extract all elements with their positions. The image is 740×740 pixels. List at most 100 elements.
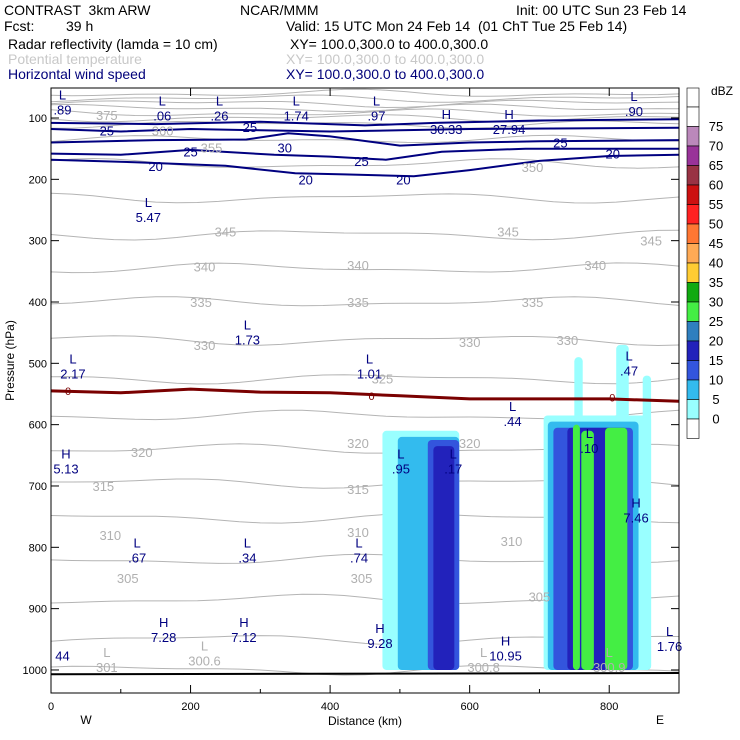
extremum-letter: L <box>244 535 251 550</box>
x-axis-label: Distance (km) <box>328 714 402 728</box>
extremum-value: .47 <box>620 363 638 378</box>
forecast-hour: 39 h <box>66 18 94 34</box>
wind-label: 25 <box>354 154 368 169</box>
y-tick-label: 800 <box>29 542 47 554</box>
surface-letter: L <box>103 645 110 660</box>
colorbar-label: 15 <box>709 353 723 368</box>
colorbar-label: 75 <box>709 119 723 134</box>
colorbar-swatch <box>686 321 700 342</box>
field-wind-xy: XY= 100.0,300.0 to 400.0,300.0 <box>286 66 485 82</box>
wind-label: 25 <box>243 120 257 135</box>
wind-label: 20 <box>298 172 312 187</box>
colorbar-swatch <box>686 282 700 303</box>
y-tick-label: 400 <box>29 297 47 309</box>
extremum-letter: L <box>666 624 673 639</box>
y-tick-label: 900 <box>29 604 47 616</box>
extremum-letter: H <box>631 495 640 510</box>
theta-line <box>51 192 679 204</box>
extremum-value: 1.73 <box>235 333 260 348</box>
extremum-value: 1.76 <box>657 639 682 654</box>
freezing-level: 0 0 0 <box>51 386 679 405</box>
extremum-value: .44 <box>504 414 522 429</box>
extremum-letter: L <box>397 446 404 461</box>
x-tick-label: 0 <box>48 701 54 713</box>
plot-frame <box>50 87 680 694</box>
extremum-letter: L <box>134 535 141 550</box>
extremum-letter: L <box>145 195 152 210</box>
cell-east-30-c <box>572 424 580 670</box>
extremum-letter: L <box>216 94 223 109</box>
colorbar-swatch <box>686 399 700 420</box>
theta-line <box>51 99 679 109</box>
freezing-label: 0 <box>368 391 374 403</box>
theta-line <box>51 229 679 241</box>
extremum-value: .06 <box>153 109 171 124</box>
freezing-line <box>51 387 679 403</box>
cell-east-top-b <box>616 344 629 425</box>
extremum-value: 1.01 <box>357 366 382 381</box>
colorbar-label: 5 <box>712 392 719 407</box>
theta-label: 310 <box>347 525 369 540</box>
wind-line <box>51 118 679 127</box>
theta-label: 360 <box>152 123 174 138</box>
field-theta-xy: XY= 100.0,300.0 to 400.0,300.0 <box>286 51 485 67</box>
extremum-letter: L <box>366 351 373 366</box>
colorbar-swatch <box>686 418 700 439</box>
extremum-letter: L <box>630 89 637 104</box>
extremum-letter: H <box>239 615 248 630</box>
extremum-value: 44 <box>55 648 69 663</box>
valid-time: Valid: 15 UTC Mon 24 Feb 14 (01 ChT Tue … <box>286 18 628 34</box>
surface-value: 300.9 <box>593 660 626 675</box>
wind-line <box>51 147 679 161</box>
extremum-letter: H <box>501 633 510 648</box>
extremum-value: .97 <box>367 109 385 124</box>
field-theta: Potential temperature <box>8 51 142 67</box>
y-tick-label: 600 <box>29 420 47 432</box>
wind-contours <box>51 118 679 178</box>
west-label: W <box>80 713 92 727</box>
extremum-value: 7.46 <box>623 510 648 525</box>
extremum-value: .26 <box>210 109 228 124</box>
theta-line <box>51 296 679 307</box>
extremum-value: 5.47 <box>136 210 161 225</box>
theta-label: 340 <box>584 258 606 273</box>
colorbar-swatch <box>686 145 700 166</box>
x-tick-label: 600 <box>460 701 478 713</box>
extremum-value: 1.74 <box>284 109 309 124</box>
field-wind: Horizontal wind speed <box>8 66 146 82</box>
theta-label: 320 <box>459 436 481 451</box>
x-tick-label: 200 <box>181 701 199 713</box>
extremum-value: 7.12 <box>231 630 256 645</box>
surface-value: 301 <box>96 660 118 675</box>
colorbar-swatch <box>686 106 700 127</box>
extremum-letter: L <box>59 88 66 103</box>
colorbar-label: 55 <box>709 197 723 212</box>
extremum-value: .90 <box>625 104 643 119</box>
theta-label: 330 <box>459 335 481 350</box>
theta-label: 310 <box>501 534 523 549</box>
extremum-value: 27.94 <box>493 122 526 137</box>
east-label: E <box>656 713 664 727</box>
wind-line <box>51 126 679 133</box>
extremum-letter: H <box>375 621 384 636</box>
theta-label: 340 <box>194 259 216 274</box>
extremum-letter: L <box>355 535 362 550</box>
extremum-value: .89 <box>53 103 71 118</box>
theta-label: 315 <box>347 482 369 497</box>
wind-label: 20 <box>396 172 410 187</box>
theta-label: 345 <box>640 234 662 249</box>
colorbar-swatch <box>686 360 700 381</box>
colorbar-swatch <box>686 126 700 147</box>
surface-letter: L <box>201 639 208 654</box>
freezing-label: 0 <box>65 386 71 398</box>
forecast-label: Fcst: <box>4 18 35 34</box>
theta-label: 335 <box>190 295 212 310</box>
surface-letter: L <box>606 645 613 660</box>
colorbar-label: 35 <box>709 275 723 290</box>
extremum-letter: L <box>373 94 380 109</box>
theta-label: 325 <box>372 372 394 387</box>
theta-line <box>51 108 679 117</box>
wind-label: 30 <box>278 140 292 155</box>
y-axis-label: Pressure (hPa) <box>3 320 17 401</box>
surface-value: 300.8 <box>467 660 500 675</box>
